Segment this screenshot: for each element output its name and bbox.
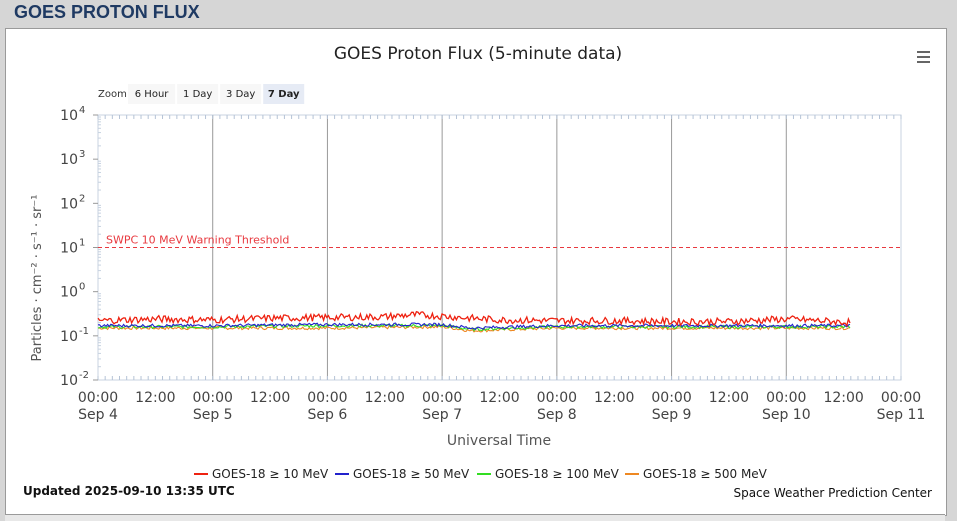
y-tick-label: 10 2 <box>60 193 85 212</box>
hamburger-menu-icon <box>917 51 930 63</box>
zoom-label: Zoom <box>98 89 127 100</box>
x-tick-date: Sep 5 <box>193 407 233 423</box>
y-tick-base: 10 <box>60 329 78 345</box>
zoom-button-bg <box>177 84 219 104</box>
bottom-strip <box>5 514 945 521</box>
zoom-button-7-day[interactable]: 7 Day <box>263 84 305 104</box>
series-group <box>97 310 851 333</box>
x-tick-time: 00:00 <box>766 390 806 406</box>
legend-label: GOES-18 ≥ 500 MeV <box>643 467 768 481</box>
zoom-button-label: 6 Hour <box>135 89 170 100</box>
page-header-title: GOES PROTON FLUX <box>14 2 200 22</box>
zoom-button-bg <box>128 84 176 104</box>
x-tick-date: Sep 11 <box>877 407 926 423</box>
y-tick-base: 10 <box>60 196 78 212</box>
zoom-button-bg <box>263 84 305 104</box>
y-axis-label: Particles · cm⁻² · s⁻¹ · sr⁻¹ <box>30 195 45 362</box>
y-tick-label: 10 4 <box>60 105 85 124</box>
series-line-2 <box>98 322 851 330</box>
y-tick-base: 10 <box>60 108 78 124</box>
legend-label: GOES-18 ≥ 10 MeV <box>212 467 329 481</box>
x-tick-time: 00:00 <box>651 390 691 406</box>
y-tick-label: 10 -1 <box>60 326 89 345</box>
x-axis-label: Universal Time <box>447 433 551 449</box>
y-tick-base: 10 <box>60 285 78 301</box>
x-tick-time: 12:00 <box>823 390 863 406</box>
zoom-button-label: 3 Day <box>226 89 255 100</box>
legend-item[interactable]: GOES-18 ≥ 50 MeV <box>335 467 470 481</box>
x-tick-time: 12:00 <box>709 390 749 406</box>
x-tick-time: 12:00 <box>135 390 175 406</box>
x-tick-time: 12:00 <box>250 390 290 406</box>
y-tick-exponent: -1 <box>79 326 89 337</box>
zoom-button-label: 7 Day <box>268 89 300 100</box>
legend-label: GOES-18 ≥ 50 MeV <box>353 467 470 481</box>
x-tick-date: Sep 7 <box>422 407 462 423</box>
chart-title: GOES Proton Flux (5-minute data) <box>334 44 622 64</box>
chart-legend: GOES-18 ≥ 10 MeV GOES-18 ≥ 50 MeV GOES-18 … <box>194 467 768 481</box>
x-tick-date: Sep 8 <box>537 407 577 423</box>
x-tick-time: 00:00 <box>78 390 118 406</box>
x-tick-time: 12:00 <box>365 390 405 406</box>
zoom-button-6-hour[interactable]: 6 Hour <box>128 84 176 104</box>
credit-text: Space Weather Prediction Center <box>733 486 932 500</box>
y-tick-exponent: 2 <box>79 193 85 204</box>
zoom-button-1-day[interactable]: 1 Day <box>177 84 219 104</box>
x-tick-date: Sep 6 <box>308 407 348 423</box>
y-tick-label: 10 1 <box>60 238 85 257</box>
y-tick-exponent: 1 <box>79 238 85 249</box>
y-tick-exponent: -2 <box>79 370 89 381</box>
y-tick-base: 10 <box>60 373 78 389</box>
chart-panel: GOES Proton Flux (5-minute data) Zoom 6 … <box>5 28 947 516</box>
x-tick-time: 00:00 <box>193 390 233 406</box>
y-tick-exponent: 0 <box>79 282 85 293</box>
proton-flux-chart: GOES Proton Flux (5-minute data) Zoom 6 … <box>23 44 933 500</box>
y-tick-label: 10 3 <box>60 149 85 168</box>
x-tick-time: 00:00 <box>307 390 347 406</box>
page-header: GOES PROTON FLUX <box>0 0 957 26</box>
threshold-label: SWPC 10 MeV Warning Threshold <box>106 234 289 247</box>
menu-button[interactable] <box>915 49 933 65</box>
y-tick-label: 10 0 <box>60 282 85 301</box>
legend-item[interactable]: GOES-18 ≥ 10 MeV <box>194 467 329 481</box>
y-tick-exponent: 4 <box>79 105 85 116</box>
x-tick-time: 00:00 <box>422 390 462 406</box>
zoom-button-label: 1 Day <box>183 89 212 100</box>
series-line-1 <box>97 310 851 328</box>
y-tick-exponent: 3 <box>79 149 85 160</box>
x-tick-date: Sep 10 <box>762 407 811 423</box>
legend-label: GOES-18 ≥ 100 MeV <box>495 467 620 481</box>
threshold: SWPC 10 MeV Warning Threshold <box>98 234 901 248</box>
updated-timestamp: Updated 2025-09-10 13:35 UTC <box>23 484 235 498</box>
zoom-button-3-day[interactable]: 3 Day <box>220 84 262 104</box>
x-tick-time: 00:00 <box>537 390 577 406</box>
y-tick-base: 10 <box>60 241 78 257</box>
legend-item[interactable]: GOES-18 ≥ 100 MeV <box>477 467 620 481</box>
x-tick-time: 00:00 <box>881 390 921 406</box>
zoom-buttons: 6 Hour 1 Day 3 Day 7 Day <box>128 84 305 104</box>
zoom-button-bg <box>220 84 262 104</box>
y-tick-base: 10 <box>60 152 78 168</box>
x-tick-time: 12:00 <box>594 390 634 406</box>
x-tick-date: Sep 9 <box>652 407 692 423</box>
legend-item[interactable]: GOES-18 ≥ 500 MeV <box>625 467 768 481</box>
x-tick-time: 12:00 <box>479 390 519 406</box>
y-tick-label: 10 -2 <box>60 370 89 389</box>
x-tick-date: Sep 4 <box>78 407 118 423</box>
